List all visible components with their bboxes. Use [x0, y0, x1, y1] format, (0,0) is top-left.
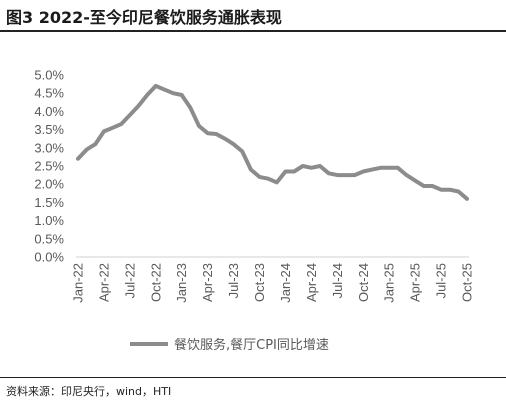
y-tick-label: 1.5%	[34, 195, 64, 210]
x-tick-label: Jan-23	[174, 263, 189, 303]
chart-title: 图3 2022-至今印尼餐饮服务通胀表现	[6, 8, 282, 27]
x-tick-label: Jan-22	[71, 263, 86, 303]
footer-divider	[0, 377, 506, 378]
y-tick-label: 4.0%	[34, 104, 64, 119]
y-tick-label: 5.0%	[34, 68, 64, 83]
x-tick-label: Oct-22	[148, 263, 163, 302]
source-note: 资料来源：印尼央行，wind，HTI	[6, 385, 172, 398]
title-divider	[0, 30, 506, 32]
y-axis: 0.0% 0.5% 1.0% 1.5% 2.0% 2.5% 3.0% 3.5% 4.0% 4.5%…	[34, 68, 64, 265]
series-line	[76, 83, 469, 201]
y-tick-label: 3.5%	[34, 122, 64, 137]
x-tick-label: Apr-24	[304, 263, 319, 302]
y-tick-label: 2.0%	[34, 177, 64, 192]
x-tick-label: Jul-24	[330, 263, 345, 298]
x-tick-label: Apr-25	[408, 263, 423, 302]
x-tick-label: Oct-23	[252, 263, 267, 302]
y-tick-label: 2.5%	[34, 159, 64, 174]
y-tick-label: 3.0%	[34, 140, 64, 155]
x-tick-label: Jan-25	[382, 263, 397, 303]
y-tick-label: 1.0%	[34, 213, 64, 228]
y-tick-label: 0.0%	[34, 250, 64, 265]
x-tick-label: Apr-23	[200, 263, 215, 302]
y-tick-label: 0.5%	[34, 231, 64, 246]
series-layer	[76, 83, 469, 201]
x-tick-label: Apr-22	[96, 263, 111, 302]
legend: 餐饮服务,餐厅CPI同比增速	[130, 337, 329, 353]
x-tick-label: Oct-24	[356, 263, 371, 302]
x-tick-label: Jan-24	[278, 263, 293, 303]
x-tick-label: Jul-25	[434, 263, 449, 298]
legend-label: 餐饮服务,餐厅CPI同比增速	[174, 337, 329, 353]
x-axis: Jan-22 Apr-22 Jul-22 Oct-22 Jan-23 Apr-23 Jul-…	[71, 256, 475, 303]
x-tick-label: Oct-25	[460, 263, 475, 302]
x-tick-label: Jul-23	[226, 263, 241, 298]
x-tick-label: Jul-22	[122, 263, 137, 298]
y-tick-label: 4.5%	[34, 86, 64, 101]
